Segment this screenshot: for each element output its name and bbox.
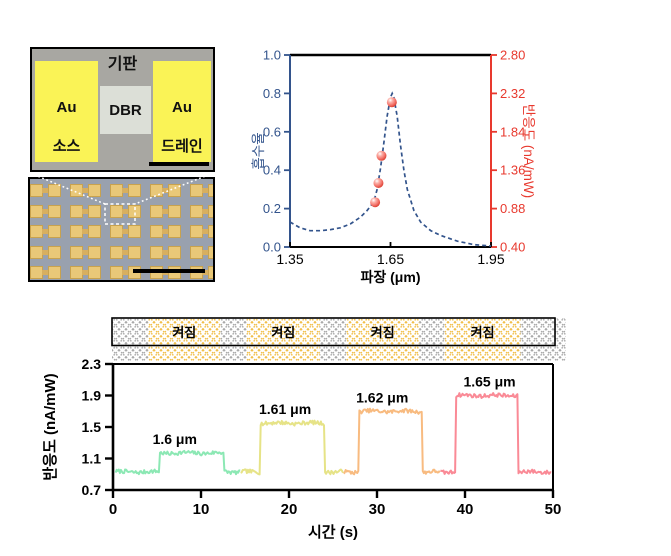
source-role-label: 소스 (52, 138, 81, 155)
x-tick-label: 1.95 (477, 251, 504, 267)
x-tick-label: 1.35 (276, 251, 303, 267)
right-tick-label: 1.36 (500, 163, 525, 178)
gold-square-pair (110, 225, 141, 238)
gold-square-pair (30, 204, 61, 218)
absorption-curve (289, 91, 492, 247)
time-y-tick-label: 1.9 (82, 388, 102, 404)
responsivity-data-point (376, 150, 387, 161)
gold-square-pair (190, 225, 213, 238)
gold-square-pair (190, 184, 213, 197)
responsivity-data-point (373, 178, 384, 188)
scale-bar (149, 162, 209, 166)
time-x-tick-label: 50 (545, 501, 562, 518)
responsivity-data-point (370, 197, 381, 208)
right-tick-label: 0.88 (500, 201, 525, 216)
left-tick-label: 0.8 (263, 86, 281, 101)
time-x-tick-label: 10 (193, 501, 210, 518)
gold-square-pair (70, 225, 101, 238)
gold-square-pair (110, 245, 141, 259)
pulse-wavelength-label: 1.6 μm (153, 431, 197, 447)
laser-on-label: 켜짐 (172, 325, 196, 340)
x-tick-label: 1.65 (377, 251, 404, 267)
illumination-bar: 켜짐 켜짐 켜짐 켜짐 (111, 317, 566, 361)
laser-on-segment (148, 318, 221, 361)
gold-square-pair (190, 204, 213, 218)
device-micrograph: 기판 Au 소스 DBR Au 드레인 (30, 47, 215, 172)
time-x-tick-label: 20 (281, 501, 298, 518)
left-tick-label: 0.0 (263, 240, 281, 255)
gold-square-pair (70, 266, 101, 279)
right-tick-label: 1.84 (500, 124, 525, 139)
gold-square-pair (110, 266, 141, 279)
gold-square-pair (150, 204, 181, 218)
gold-square-pair (150, 245, 181, 259)
photocurrent-trace (114, 449, 241, 476)
responsivity-data-point (386, 97, 397, 108)
time-x-tick-label: 30 (369, 501, 386, 518)
drain-pad: Au 드레인 (153, 61, 211, 162)
illumination-bar-border (111, 317, 556, 347)
dbr-region: DBR (100, 86, 151, 134)
spectrum-chart: 0.0 0.2 0.4 0.6 0.8 1.0 0.40 0.88 1.36 1.84 2.32 2.… (251, 48, 536, 286)
highlight-dotted-rect (104, 203, 136, 225)
leader-line-left (29, 172, 106, 205)
time-y-tick-label: 1.1 (82, 451, 102, 467)
drain-metal-label: Au (172, 99, 192, 116)
leader-line-right (134, 172, 214, 205)
array-micrograph (28, 177, 215, 282)
time-y-tick-label: 2.3 (82, 356, 102, 372)
left-tick-label: 0.4 (263, 163, 281, 178)
gold-square-pair (30, 245, 61, 259)
source-metal-label: Au (56, 99, 77, 116)
absorption-axis-label: 흡수율 (251, 132, 266, 169)
substrate-label: 기판 (107, 56, 138, 73)
gold-square-pair (110, 184, 141, 197)
laser-on-label: 켜짐 (471, 325, 495, 340)
gold-square-pair (150, 225, 181, 238)
gold-square-pair (30, 266, 61, 279)
gold-square-pair (30, 225, 61, 238)
dbr-label: DBR (109, 101, 142, 119)
laser-on-label: 켜짐 (271, 325, 295, 340)
gold-square-pair (30, 184, 61, 197)
time-x-axis-label: 시간 (s) (308, 524, 358, 541)
photocurrent-trace (440, 392, 552, 475)
right-tick-label: 2.32 (500, 86, 525, 101)
gold-square-pair (190, 245, 213, 259)
spectrum-x-axis-label: 파장 (μm) (361, 269, 421, 285)
laser-on-segment (346, 318, 420, 361)
right-tick-label: 2.80 (500, 48, 525, 63)
pulse-wavelength-label: 1.62 μm (356, 389, 408, 405)
time-x-tick-label: 40 (457, 501, 474, 518)
time-y-tick-label: 0.7 (82, 482, 102, 498)
laser-on-label: 켜짐 (371, 325, 395, 340)
gold-square-pair (110, 204, 141, 218)
gold-square-pair (150, 184, 181, 197)
time-y-tick-label: 1.5 (82, 419, 102, 435)
source-pad: Au 소스 (35, 61, 98, 162)
left-tick-label: 1.0 (263, 48, 281, 63)
drain-role-label: 드레인 (161, 138, 203, 155)
left-tick-label: 0.6 (263, 124, 281, 139)
scale-bar (133, 269, 205, 273)
laser-on-segment (444, 318, 521, 361)
pulse-wavelength-label: 1.61 μm (259, 401, 311, 417)
laser-on-segment (246, 318, 320, 361)
time-trace-chart: 켜짐 켜짐 켜짐 켜짐 0.7 1.1 1.5 1.9 2.3 0 10 20 30 40 50 시간 (s)… (42, 317, 566, 541)
time-x-tick-label: 0 (109, 501, 117, 518)
right-tick-label: 0.40 (500, 240, 525, 255)
photocurrent-trace (343, 407, 441, 476)
time-y-axis-label: 반응도 (nA/mW) (42, 373, 59, 480)
gold-square-pair (70, 245, 101, 259)
pulse-wavelength-label: 1.65 μm (463, 374, 515, 390)
gold-square-pair (70, 184, 101, 197)
photocurrent-trace (240, 419, 344, 476)
left-tick-label: 0.2 (263, 201, 281, 216)
zoom-leader-overlay (29, 172, 214, 225)
gold-square-pair (70, 204, 101, 218)
responsivity-axis-label: 반응도 (nA/mW) (521, 104, 536, 198)
